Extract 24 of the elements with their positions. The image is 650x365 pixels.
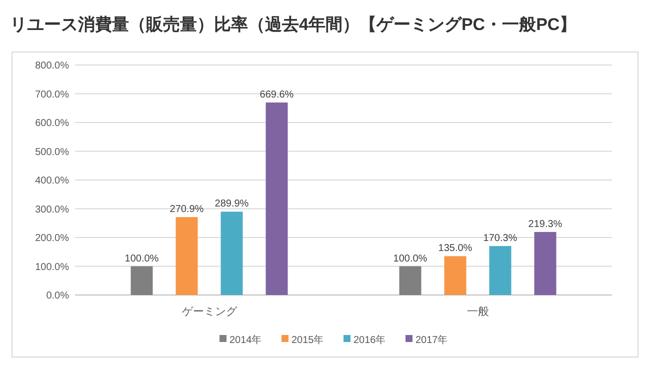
data-label: 170.3% bbox=[483, 233, 518, 244]
x-tick-label: 一般 bbox=[466, 306, 489, 318]
y-tick-label: 100.0% bbox=[35, 262, 70, 273]
y-tick-label: 200.0% bbox=[35, 233, 70, 244]
y-tick-label: 400.0% bbox=[35, 176, 70, 186]
x-tick-label: ゲーミング bbox=[182, 306, 238, 318]
y-tick-label: 700.0% bbox=[35, 89, 70, 100]
legend-label: 2015年 bbox=[292, 334, 324, 346]
data-label: 669.6% bbox=[260, 89, 294, 100]
legend-label: 2017年 bbox=[416, 334, 448, 346]
y-tick-label: 300.0% bbox=[35, 204, 70, 216]
data-label: 270.9% bbox=[170, 204, 204, 216]
y-tick-label: 600.0% bbox=[35, 118, 70, 129]
data-label: 219.3% bbox=[528, 218, 562, 230]
data-label: 135.0% bbox=[438, 243, 472, 254]
data-label: 100.0% bbox=[393, 253, 428, 264]
title: リユース消費量（販売量）比率（過去4年間）【ゲーミングPC・一般PC】 bbox=[10, 15, 577, 34]
legend-label: 2014年 bbox=[230, 334, 262, 346]
y-tick-label: 500.0% bbox=[35, 146, 70, 158]
data-label: 289.9% bbox=[214, 198, 249, 210]
data-label: 100.0% bbox=[124, 253, 159, 264]
y-tick-label: 800.0% bbox=[35, 60, 70, 72]
y-tick-label: 0.0% bbox=[46, 290, 70, 302]
legend-label: 2016年 bbox=[354, 334, 386, 346]
